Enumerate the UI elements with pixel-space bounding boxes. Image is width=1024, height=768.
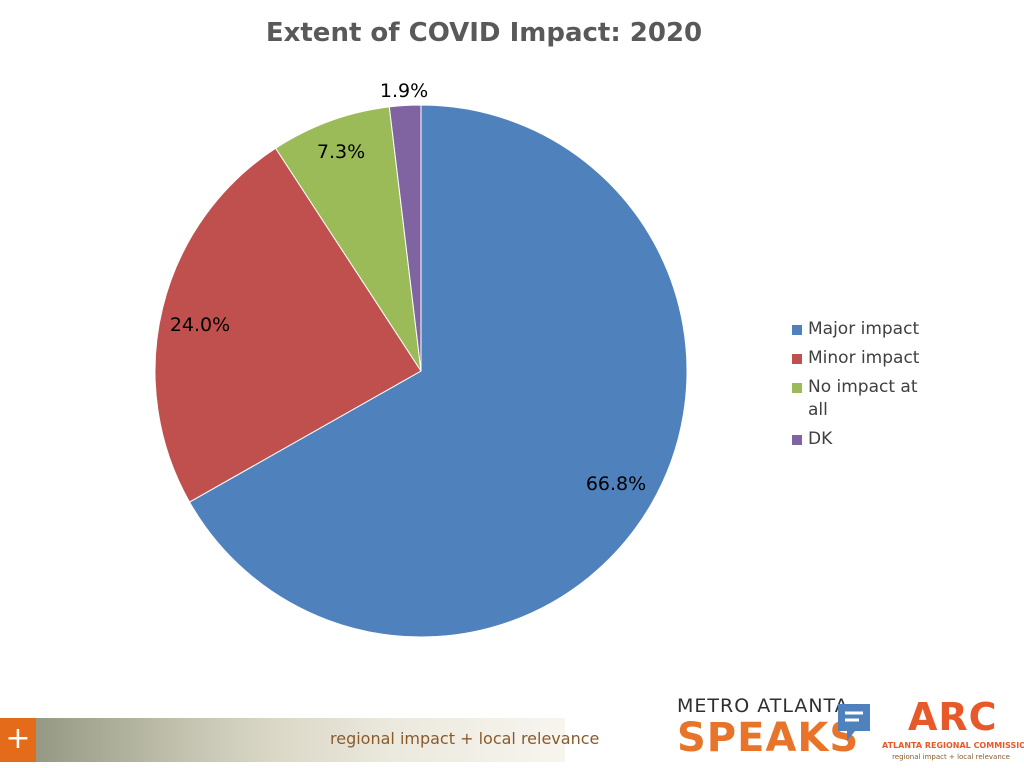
metro-logo-bottom-text: SPEAKS bbox=[677, 715, 860, 761]
metro-logo-top-text: METRO ATLANTA bbox=[677, 695, 849, 717]
speech-bubble-icon bbox=[838, 704, 870, 741]
arc-logo-mark: ARC bbox=[908, 695, 998, 739]
footer-tagline: regional impact + local relevance bbox=[330, 729, 600, 748]
legend-swatch bbox=[792, 383, 802, 393]
footer-banner: + regional impact + local relevance bbox=[0, 718, 599, 762]
data-label-dk: 1.9% bbox=[380, 80, 428, 102]
legend-item-minor-impact: Minor impact bbox=[792, 347, 942, 370]
legend-label: Minor impact bbox=[808, 348, 920, 368]
legend-label: DK bbox=[808, 429, 833, 449]
pie-slice-minor-impact bbox=[154, 147, 422, 503]
legend-swatch bbox=[792, 435, 802, 445]
legend-item-dk: DK bbox=[792, 428, 942, 451]
chart-title: Extent of COVID Impact: 2020 bbox=[265, 18, 703, 48]
legend-swatch bbox=[792, 325, 802, 335]
legend-item-no-impact-at-all: No impact at all bbox=[792, 376, 922, 422]
pie-slice-major-impact bbox=[188, 104, 688, 638]
pie-slice-no-impact-at-all bbox=[274, 106, 422, 372]
legend-label: No impact at all bbox=[808, 377, 918, 420]
plus-icon: + bbox=[0, 718, 36, 762]
data-label-minor-impact: 24.0% bbox=[170, 314, 230, 336]
legend-swatch bbox=[792, 354, 802, 364]
arc-logo: ARC ATLANTA REGIONAL COMMISSION regional… bbox=[882, 695, 1024, 763]
pie-slice-dk bbox=[388, 104, 422, 372]
legend-label: Major impact bbox=[808, 319, 920, 339]
legend-item-major-impact: Major impact bbox=[792, 318, 942, 341]
data-label-major-impact: 66.8% bbox=[586, 473, 646, 495]
chart-legend: Major impact Minor impact No impact at all… bbox=[792, 318, 942, 457]
arc-logo-name: ATLANTA REGIONAL COMMISSION bbox=[882, 741, 1024, 750]
data-label-no-impact-at-all: 7.3% bbox=[317, 141, 365, 163]
metro-atlanta-speaks-logo: METRO ATLANTA SPEAKS bbox=[677, 695, 877, 761]
pie-chart: 66.8% 24.0% 7.3% 1.9% bbox=[154, 80, 688, 638]
arc-logo-tagline: regional impact + local relevance bbox=[892, 753, 1010, 761]
